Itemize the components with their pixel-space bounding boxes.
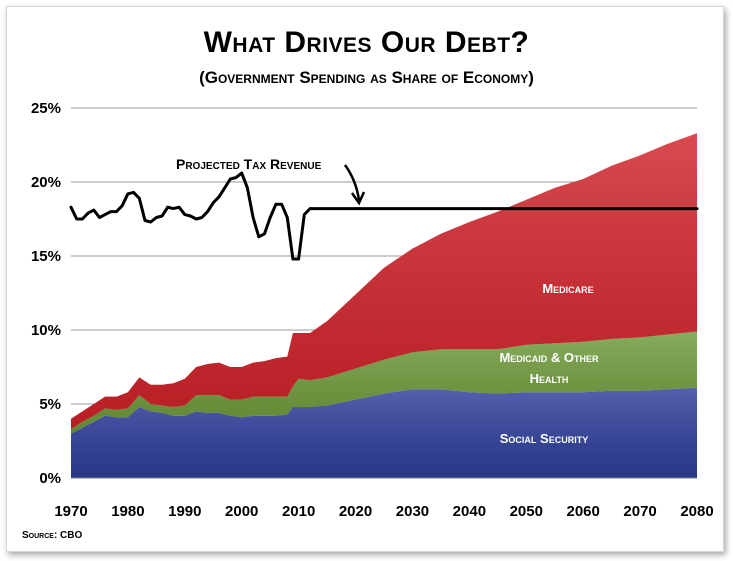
social-security-label: Social Security <box>500 431 588 446</box>
chart-subtitle: (Government Spending as Share of Economy… <box>199 68 534 87</box>
x-tick-label: 2020 <box>339 503 372 520</box>
x-tick-label: 1990 <box>168 503 201 520</box>
medicare-label: Medicare <box>542 281 593 296</box>
source-note: Source: CBO <box>22 530 83 541</box>
x-tick-label: 2070 <box>623 503 656 520</box>
x-tick-label: 2060 <box>566 503 599 520</box>
y-tick-label: 0% <box>39 470 61 487</box>
y-tick-label: 15% <box>31 248 61 265</box>
y-tick-label: 10% <box>31 322 61 339</box>
revenue-line <box>69 171 699 261</box>
medicaid-label-line2: Health <box>530 371 569 386</box>
x-tick-label: 1980 <box>111 503 144 520</box>
x-tick-label: 2050 <box>510 503 543 520</box>
medicaid-area-shading <box>71 331 697 434</box>
x-tick-label: 2000 <box>225 503 258 520</box>
x-tick-label: 2010 <box>282 503 315 520</box>
medicaid-label-line1: Medicaid & Other <box>499 350 599 365</box>
y-tick-label: 5% <box>39 396 61 413</box>
y-tick-label: 25% <box>31 100 61 117</box>
revenue-label: Projected Tax Revenue <box>176 156 322 172</box>
chart-title: What Drives Our Debt? <box>203 26 530 59</box>
revenue-label-arrow <box>343 164 366 206</box>
x-tick-label: 2030 <box>396 503 429 520</box>
social-security-area-shading <box>71 387 697 478</box>
x-tick-label: 2040 <box>453 503 486 520</box>
x-tick-label: 2080 <box>680 503 713 520</box>
x-tick-label: 1970 <box>54 503 87 520</box>
y-tick-label: 20% <box>31 174 61 191</box>
